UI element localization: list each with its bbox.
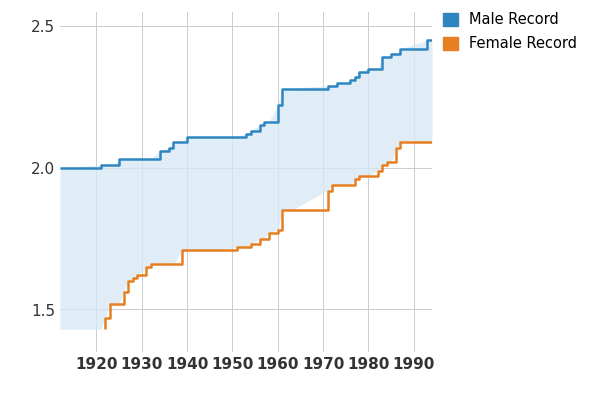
Legend: Male Record, Female Record: Male Record, Female Record	[443, 12, 577, 51]
